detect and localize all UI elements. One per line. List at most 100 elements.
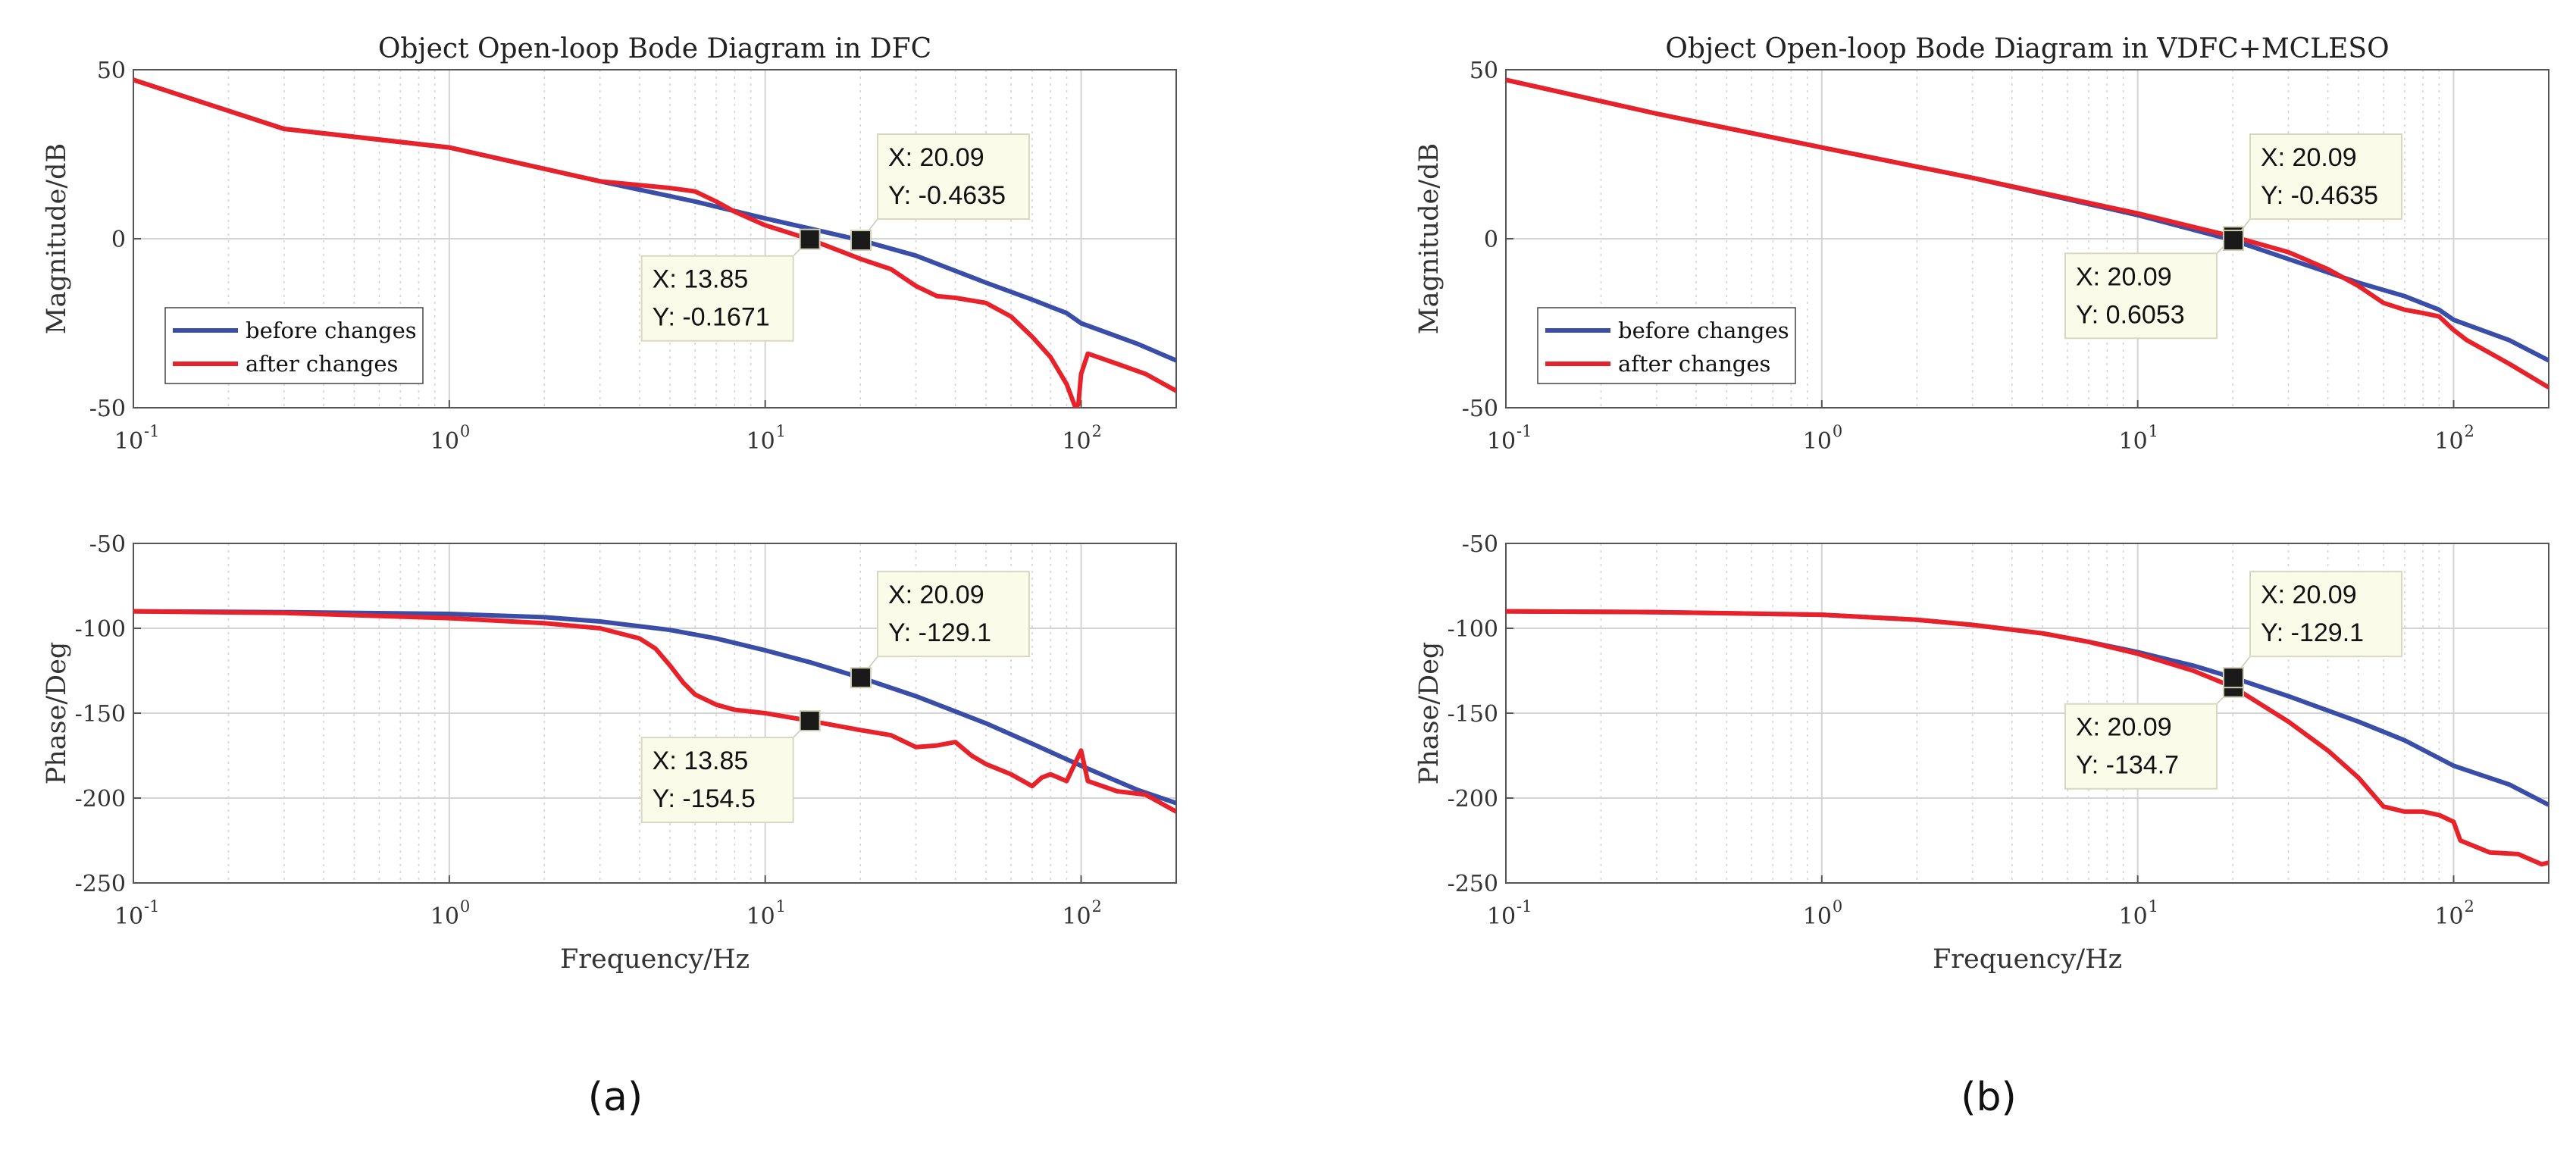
- y-tick-label: -250: [75, 871, 126, 897]
- y-tick-label: -250: [1448, 871, 1498, 897]
- chart-title: Object Open-loop Bode Diagram in VDFC+MC…: [1665, 33, 2389, 64]
- datatip-box: [640, 737, 794, 824]
- datatip-y-text: Y: -0.4635: [2261, 181, 2378, 210]
- y-tick-label: -150: [75, 701, 126, 728]
- legend-label: before changes: [1618, 318, 1789, 343]
- x-tick-exponent: -1: [1516, 422, 1532, 440]
- y-tick-label: 50: [97, 58, 126, 84]
- x-tick-exponent: 0: [460, 422, 470, 440]
- y-axis-label: Phase/Deg: [42, 642, 72, 785]
- datatip[interactable]: X: 20.09 Y: -0.4635: [850, 133, 1030, 252]
- x-tick-label: 10: [1062, 428, 1091, 455]
- y-tick-label: -150: [1448, 701, 1498, 728]
- y-tick-label: -50: [89, 396, 126, 422]
- legend: before changes after changes: [164, 307, 424, 384]
- x-tick-label: 10: [1803, 428, 1832, 455]
- datatip-x-text: X: 20.09: [888, 143, 984, 172]
- y-tick-label: 0: [111, 227, 126, 253]
- datatip[interactable]: X: 13.85 Y: -154.5: [640, 710, 821, 824]
- x-tick-label: 10: [430, 428, 459, 455]
- x-tick-exponent: 1: [776, 897, 786, 916]
- y-tick-label: -200: [1448, 786, 1498, 812]
- series-line-after: [1506, 609, 2549, 867]
- x-tick-label: 10: [1487, 903, 1516, 930]
- series-line-after: [133, 77, 1176, 408]
- datatip-marker[interactable]: [2222, 230, 2244, 252]
- x-tick-exponent: 2: [1092, 897, 1102, 916]
- datatip-box: [640, 255, 794, 342]
- y-tick-label: -100: [1448, 616, 1498, 643]
- x-tick-label: 10: [1803, 903, 1832, 930]
- datatip-x-text: X: 20.09: [2261, 581, 2357, 609]
- datatip-box: [876, 571, 1030, 658]
- x-tick-exponent: 1: [2149, 422, 2158, 440]
- datatip[interactable]: X: 13.85 Y: -0.1671: [640, 228, 821, 342]
- y-tick-label: 50: [1470, 58, 1498, 84]
- datatip-y-text: Y: -134.7: [2076, 751, 2179, 780]
- datatip-box: [876, 133, 1030, 221]
- datatip-box: [2249, 571, 2402, 658]
- x-tick-label: 10: [1487, 428, 1516, 455]
- x-tick-label: 10: [114, 903, 143, 930]
- y-tick-label: -50: [1462, 396, 1498, 422]
- datatip-x-text: X: 13.85: [653, 265, 749, 294]
- x-axis-label: Frequency/Hz: [560, 944, 750, 975]
- x-tick-label: 10: [2119, 428, 2148, 455]
- datatip-box: [2064, 703, 2218, 790]
- datatip[interactable]: X: 20.09 Y: -0.4635: [2222, 133, 2402, 252]
- datatip-marker[interactable]: [799, 228, 821, 250]
- datatip-x-text: X: 13.85: [653, 747, 749, 775]
- panel-b-magnitude: Object Open-loop Bode Diagram in VDFC+MC…: [1414, 33, 2549, 455]
- x-tick-label: 10: [2119, 903, 2148, 930]
- y-tick-label: -50: [1462, 531, 1498, 558]
- y-axis-label: Magnitude/dB: [1414, 143, 1445, 335]
- datatip-y-text: Y: -129.1: [888, 618, 991, 647]
- legend: before changes after changes: [1537, 307, 1796, 384]
- x-tick-exponent: 1: [2149, 897, 2158, 916]
- y-axis-label: Magnitude/dB: [42, 143, 72, 335]
- datatip[interactable]: X: 20.09 Y: -129.1: [850, 571, 1030, 689]
- x-tick-exponent: 0: [460, 897, 470, 916]
- panel-a-magnitude: Object Open-loop Bode Diagram in DFC 50 0 -…: [42, 33, 1177, 455]
- datatip[interactable]: X: 20.09 Y: 0.6053: [2064, 226, 2244, 340]
- datatip[interactable]: X: 20.09 Y: -129.1: [2222, 571, 2402, 689]
- x-tick-exponent: -1: [144, 422, 159, 440]
- x-tick-exponent: -1: [1516, 897, 1532, 916]
- y-tick-label: -50: [89, 531, 126, 558]
- y-tick-label: -100: [75, 616, 126, 643]
- datatip-x-text: X: 20.09: [2076, 262, 2172, 291]
- datatip-marker[interactable]: [799, 710, 821, 732]
- series-line-after: [133, 609, 1176, 814]
- datatip-x-text: X: 20.09: [2076, 713, 2172, 742]
- y-tick-label: 0: [1484, 227, 1498, 253]
- legend-box: [164, 307, 424, 384]
- x-axis-label: Frequency/Hz: [1933, 944, 2122, 975]
- series-line-before: [133, 609, 1176, 806]
- datatip[interactable]: X: 20.09 Y: -134.7: [2064, 676, 2244, 790]
- caption-a: (a): [588, 1075, 643, 1120]
- datatip-marker[interactable]: [850, 667, 872, 689]
- x-tick-exponent: 0: [1833, 422, 1842, 440]
- datatip-y-text: Y: -0.1671: [653, 303, 770, 332]
- legend-label: after changes: [1618, 351, 1770, 377]
- chart-title: Object Open-loop Bode Diagram in DFC: [378, 33, 931, 64]
- datatip-y-text: Y: -0.4635: [888, 181, 1006, 210]
- x-tick-exponent: 2: [1092, 422, 1102, 440]
- x-tick-exponent: 1: [776, 422, 786, 440]
- datatip-marker[interactable]: [850, 230, 872, 252]
- x-tick-label: 10: [747, 428, 775, 455]
- datatip-box: [2249, 133, 2402, 221]
- x-tick-label: 10: [430, 903, 459, 930]
- y-axis-label: Phase/Deg: [1414, 642, 1445, 785]
- x-tick-label: 10: [114, 428, 143, 455]
- y-tick-label: -200: [75, 786, 126, 812]
- datatip-marker[interactable]: [2222, 667, 2244, 689]
- datatip-y-text: Y: 0.6053: [2076, 300, 2185, 329]
- x-tick-exponent: -1: [144, 897, 159, 916]
- legend-box: [1537, 307, 1796, 384]
- x-tick-label: 10: [2434, 903, 2463, 930]
- legend-label: before changes: [246, 318, 417, 343]
- datatip-x-text: X: 20.09: [2261, 143, 2357, 172]
